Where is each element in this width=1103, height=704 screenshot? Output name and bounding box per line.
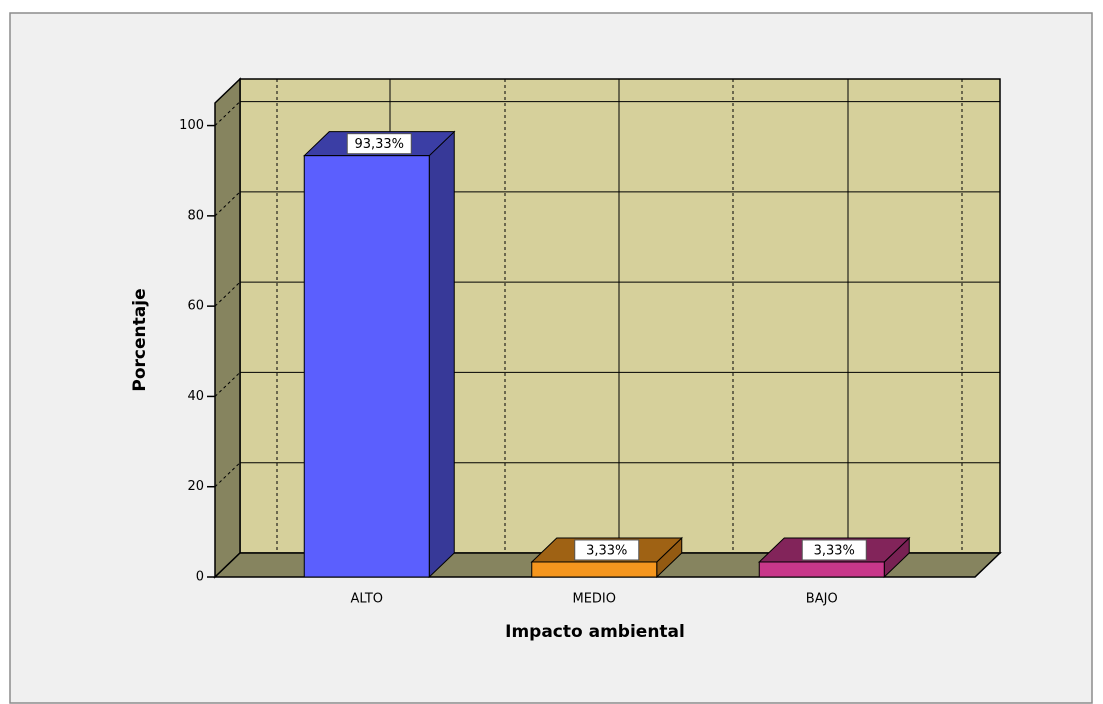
bar bbox=[303, 155, 430, 578]
value-label: 3,33% bbox=[586, 543, 627, 558]
x-tick-label: MEDIO bbox=[572, 592, 616, 607]
y-tick-label: 0 bbox=[196, 570, 204, 585]
bar bbox=[758, 561, 885, 578]
y-tick-label: 40 bbox=[187, 389, 204, 404]
x-tick-label: ALTO bbox=[350, 592, 383, 607]
value-label: 3,33% bbox=[814, 543, 855, 558]
bar-side bbox=[428, 130, 455, 579]
y-tick-label: 20 bbox=[187, 479, 204, 494]
y-tick-label: 60 bbox=[187, 299, 204, 314]
y-tick-label: 80 bbox=[187, 208, 204, 223]
bar bbox=[531, 561, 658, 578]
y-axis-title: Porcentaje bbox=[130, 288, 150, 391]
value-label-box bbox=[574, 539, 640, 561]
value-label: 93,33% bbox=[354, 137, 404, 152]
x-tick-label: BAJO bbox=[806, 592, 838, 607]
left-wall bbox=[214, 77, 241, 579]
value-label-box bbox=[346, 133, 412, 155]
y-tick-label: 100 bbox=[179, 118, 204, 133]
value-label-box bbox=[801, 539, 867, 561]
x-axis-title: Impacto ambiental bbox=[505, 622, 685, 642]
